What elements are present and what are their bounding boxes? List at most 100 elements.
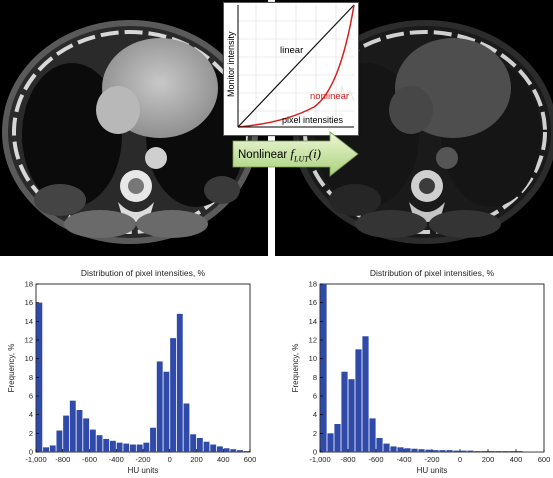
histogram-bar [223,448,230,452]
x-tick-label: 0 [458,455,462,464]
x-axis-label: HU units [128,466,159,475]
x-axis-label: HU units [417,466,448,475]
histogram-bar [163,371,170,452]
x-tick-label: 400 [217,455,230,464]
histogram-bar [43,447,49,452]
histogram-bar [49,445,56,452]
histogram-bar [156,361,163,452]
histogram-bar [116,442,123,452]
x-tick-label: -800 [55,455,70,464]
linear-label: linear [280,45,303,56]
y-axis-label: Frequency, % [291,344,300,393]
y-tick-label: 2 [29,429,33,438]
histogram-bar [439,450,446,452]
inset-y-label: Monitor intensity [226,31,236,97]
histogram-bar [243,451,250,452]
histogram-bar [446,450,453,452]
y-tick-label: 8 [29,373,33,382]
histogram-bar [376,438,383,452]
histogram-bar [404,448,411,452]
y-tick-label: 12 [25,336,33,345]
y-tick-label: 6 [313,392,317,401]
x-tick-label: -1,000 [309,455,330,464]
histogram-bar [334,424,341,452]
y-tick-label: 18 [25,280,33,289]
x-tick-label: -400 [396,455,411,464]
histogram-bar [397,447,404,452]
histogram-bar [96,435,103,452]
chart-title: Distribution of pixel intensities, % [370,268,495,278]
histogram-left: 0 2 4 6 8 10 12 14 16 18 -1,000 -800 -600 -400 -200 0 20… [0,262,270,478]
y-tick-label: 10 [25,354,33,363]
histogram-bar [136,444,143,452]
y-tick-label: 14 [309,317,317,326]
nonlinear-label: nonlinear [310,91,349,102]
y-tick-label: 0 [313,448,317,457]
histogram-bar [216,446,223,452]
histogram-bar [123,443,130,452]
y-tick-label: 16 [309,298,317,307]
histogram-bar [183,403,190,452]
histogram-bar [341,371,348,452]
y-tick-label: 4 [29,410,33,419]
arrow-label: Nonlinear fLUT(i) [238,146,322,164]
histogram-bar [203,441,210,452]
y-tick-label: 18 [309,280,317,289]
y-tick-label: 6 [29,392,33,401]
histogram-bar [237,450,243,452]
nonlinear-curve [237,4,355,128]
histogram-bar [488,451,495,452]
x-tick-label: 600 [244,455,257,464]
y-tick-label: 4 [313,410,317,419]
histogram-bar [69,400,76,452]
y-tick-label: 16 [25,298,33,307]
x-tick-label: -200 [424,455,439,464]
histogram-bar [474,451,481,452]
histogram-bar [509,451,516,452]
y-tick-label: 2 [313,429,317,438]
histogram-bar [481,451,488,452]
histogram-bar [76,410,83,452]
y-tick-label: 0 [29,448,33,457]
histogram-bar [502,451,509,452]
histogram-bar [83,418,90,452]
x-tick-label: -400 [109,455,124,464]
x-tick-label: 200 [190,455,203,464]
histogram-bar [103,438,110,452]
histogram-bar [196,438,203,452]
chart-title: Distribution of pixel intensities, % [81,268,206,278]
x-tick-label: 200 [482,455,495,464]
histogram-bar [89,429,96,452]
histogram-bar [150,427,156,452]
histogram-bar [130,444,136,452]
x-tick-label: -1,000 [25,455,46,464]
histogram-bar [425,449,432,452]
y-tick-label: 14 [25,317,33,326]
x-tick-label: 0 [168,455,172,464]
x-tick-label: -600 [82,455,97,464]
x-tick-label: -200 [135,455,150,464]
histogram-bar [210,444,217,452]
x-tick-label: -800 [340,455,355,464]
y-tick-label: 8 [313,373,317,382]
linear-curve [237,4,355,128]
y-tick-label: 10 [309,354,317,363]
histogram-bar [190,434,197,452]
histogram-bar [362,336,369,452]
histogram-bar [176,313,183,452]
histogram-bar [355,349,362,452]
histogram-bar [170,338,177,452]
histogram-bar [432,450,439,452]
y-tick-label: 12 [309,336,317,345]
histogram-bar [467,450,474,452]
lut-curve-inset: Monitor intensity pixel intensities line… [223,2,359,136]
histogram-bar [495,451,502,452]
histogram-bar [143,442,150,452]
histogram-bar [390,446,397,452]
histogram-bar [516,451,523,452]
y-axis-label: Frequency, % [7,344,16,393]
histogram-bar [36,302,43,452]
x-tick-label: -600 [368,455,383,464]
histogram-bar [418,449,425,452]
histogram-bar [460,450,467,452]
